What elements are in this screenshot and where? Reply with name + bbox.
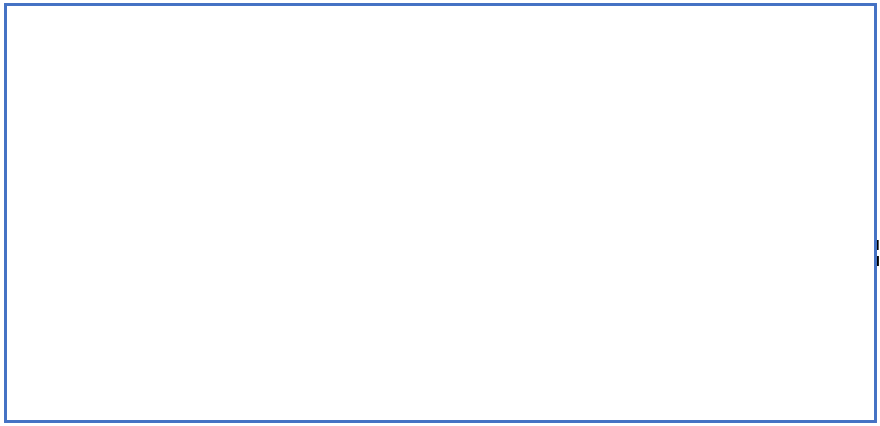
Text: Off-site treatment: Off-site treatment [633, 400, 744, 414]
Bar [8, 8, 95, 418]
Text: On-site
recycling: On-site recycling [127, 21, 205, 55]
Text: 1.4%: 1.4% [145, 177, 187, 192]
Bar [505, 8, 872, 418]
Text: 22.7: 22.7 [556, 146, 600, 164]
Text: 0%: 0% [379, 352, 406, 367]
Text: On-site treatment: On-site treatment [204, 400, 316, 414]
Text: 0.8: 0.8 [698, 146, 730, 164]
Bar [95, 8, 425, 418]
Text: 0: 0 [818, 295, 832, 313]
Text: 0: 0 [386, 320, 399, 338]
Bar [104, 8, 228, 225]
Text: 1.6%: 1.6% [693, 177, 735, 192]
Text: 23.4: 23.4 [441, 250, 489, 269]
Text: Amount of final
Off-site Landfill: Amount of final Off-site Landfill [771, 240, 879, 269]
Text: (Thermal recycling): (Thermal recycling) [112, 85, 220, 95]
Text: (Incineration,
dehydration, etc.): (Incineration, dehydration, etc.) [246, 64, 347, 86]
Text: 22.6: 22.6 [275, 146, 319, 164]
Text: Off-site
waste
generated: Off-site waste generated [381, 66, 469, 123]
Text: 48.5%: 48.5% [552, 177, 605, 192]
Text: 48.4%: 48.4% [270, 177, 323, 192]
Text: (Incineration,
dewatering, etc.): (Incineration, dewatering, etc.) [665, 64, 761, 86]
Text: Off-site
recycling: Off-site recycling [539, 21, 617, 55]
Bar [512, 8, 644, 225]
Text: 50.2%: 50.2% [434, 285, 496, 303]
Text: Reduction: Reduction [253, 17, 340, 32]
Text: Industrial
waste
generated: Industrial waste generated [7, 76, 96, 133]
Text: Reduction: Reduction [671, 17, 757, 32]
Text: 0.7: 0.7 [150, 146, 182, 164]
Bar [649, 8, 778, 225]
Text: 100%: 100% [22, 295, 82, 314]
Text: 0%: 0% [812, 330, 838, 345]
Text: On-site Landfill: On-site Landfill [345, 273, 440, 286]
Bar [425, 8, 505, 418]
Text: (Thermal waste,
materials, chemical
recycling, etc.): (Thermal waste, materials, chemical recy… [523, 78, 633, 111]
Bar [233, 8, 360, 225]
Text: 46.7: 46.7 [27, 260, 76, 279]
